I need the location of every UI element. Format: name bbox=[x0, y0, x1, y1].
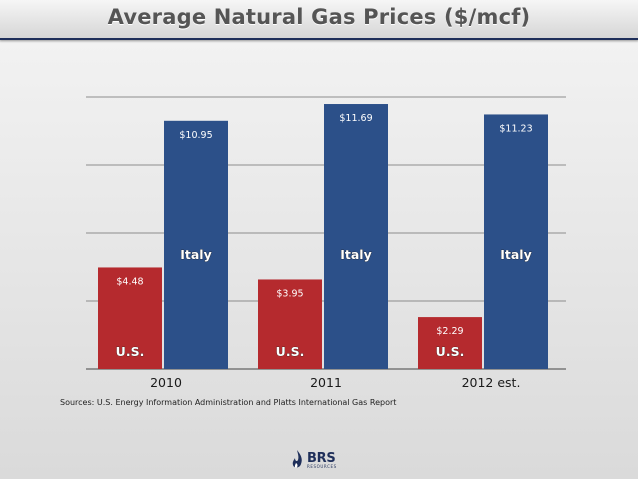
data-label: $11.23 bbox=[499, 123, 532, 134]
series-label: Italy bbox=[340, 247, 372, 262]
logo-subtext: RESOURCES bbox=[307, 463, 337, 469]
title-divider bbox=[0, 40, 638, 43]
title-bar: Average Natural Gas Prices ($/mcf) bbox=[0, 0, 638, 40]
series-label: U.S. bbox=[116, 344, 145, 359]
bar-italy bbox=[324, 104, 388, 369]
logo-text: BRS bbox=[307, 450, 336, 466]
x-tick-label: 2012 est. bbox=[462, 375, 521, 390]
data-label: $3.95 bbox=[276, 288, 303, 299]
series-label: U.S. bbox=[436, 344, 465, 359]
data-label: $4.48 bbox=[116, 276, 143, 287]
series-label: Italy bbox=[500, 247, 532, 262]
data-label: $11.69 bbox=[339, 113, 372, 124]
flame-icon bbox=[292, 450, 302, 468]
bar-us bbox=[418, 317, 482, 369]
series-label: U.S. bbox=[276, 344, 305, 359]
slide-title: Average Natural Gas Prices ($/mcf) bbox=[107, 5, 531, 29]
bar-italy bbox=[484, 114, 548, 369]
x-tick-label: 2011 bbox=[310, 375, 342, 390]
brs-logo: BRS RESOURCES bbox=[290, 448, 337, 472]
series-label: Italy bbox=[180, 247, 212, 262]
bar-us bbox=[258, 279, 322, 369]
data-label: $10.95 bbox=[179, 130, 212, 141]
data-label: $2.29 bbox=[436, 326, 463, 337]
x-tick-label: 2010 bbox=[150, 375, 182, 390]
bar-us bbox=[98, 267, 162, 369]
source-note: Sources: U.S. Energy Information Adminis… bbox=[60, 398, 397, 407]
bar-italy bbox=[164, 120, 228, 369]
